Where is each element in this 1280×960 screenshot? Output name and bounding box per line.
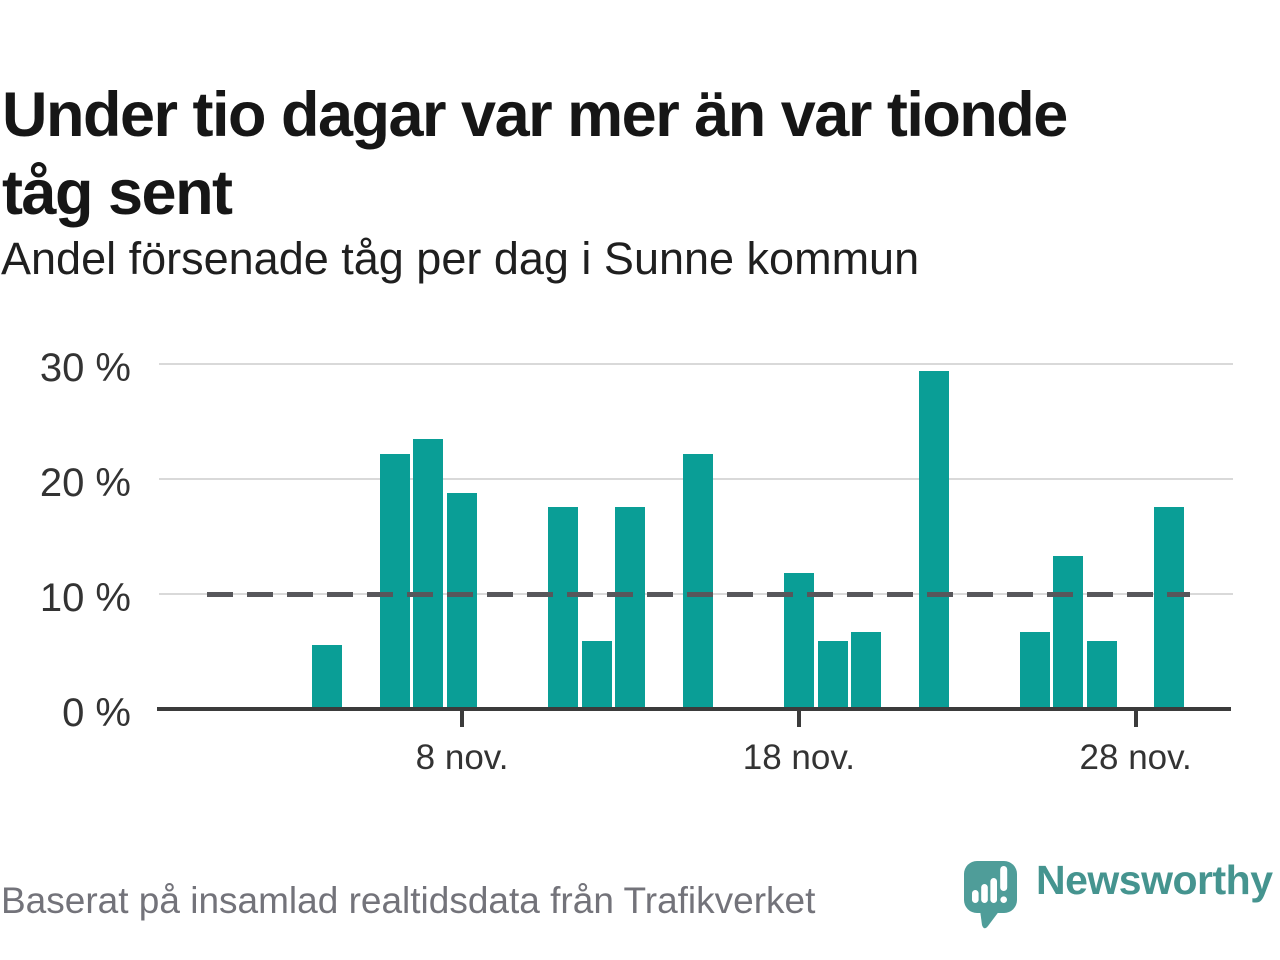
bar-day-8: [447, 492, 478, 710]
y-tick-label: 30 %: [39, 346, 131, 391]
bar-day-20: [851, 631, 882, 710]
speech-bubble-bar-chart-icon: [964, 861, 1017, 929]
newsworthy-wordmark: Newsworthy: [1036, 857, 1273, 903]
bar-day-29: [1154, 506, 1185, 710]
chart-title-line2: tåg sent: [2, 158, 233, 229]
bar-day-6: [379, 453, 410, 710]
x-tick-label: 28 nov.: [1079, 738, 1192, 777]
bar-chart-plot-area: 0 % 10 % 20 % 30 % 8 nov. 18 nov. 28 nov.: [39, 346, 1233, 777]
y-tick-label: 10 %: [39, 576, 131, 621]
x-tick-label: 18 nov.: [742, 738, 855, 777]
chart-subtitle: Andel försenade tåg per dag i Sunne komm…: [1, 233, 920, 284]
x-tick-label: 8 nov.: [415, 738, 509, 777]
x-axis-tick: [460, 711, 465, 727]
bar-day-22: [918, 371, 949, 710]
bar-day-11: [548, 506, 579, 710]
reference-line-10pct: [207, 591, 1190, 597]
source-note: Baserat på insamlad realtidsdata från Tr…: [1, 880, 816, 921]
bar-day-27: [1086, 641, 1117, 710]
bar-day-4: [312, 644, 343, 710]
x-axis-line: [157, 707, 1231, 711]
bar-day-7: [413, 438, 444, 710]
chart-title: Under tio dagar var mer än var tionde tå…: [2, 76, 1068, 232]
x-axis-tick: [796, 711, 801, 727]
bar-day-19: [817, 641, 848, 710]
bar-day-25: [1019, 631, 1050, 710]
chart-title-line1: Under tio dagar var mer än var tionde: [2, 80, 1068, 151]
gridline: [159, 363, 1233, 366]
bar-day-12: [581, 641, 612, 710]
y-tick-label: 0 %: [62, 691, 131, 735]
y-tick-label: 20 %: [39, 461, 131, 506]
bar-day-26: [1053, 556, 1084, 710]
bar-day-13: [615, 506, 646, 710]
x-axis-tick: [1133, 711, 1138, 727]
bar-day-15: [682, 453, 713, 710]
newsworthy-logo: Newsworthy: [963, 860, 1273, 935]
